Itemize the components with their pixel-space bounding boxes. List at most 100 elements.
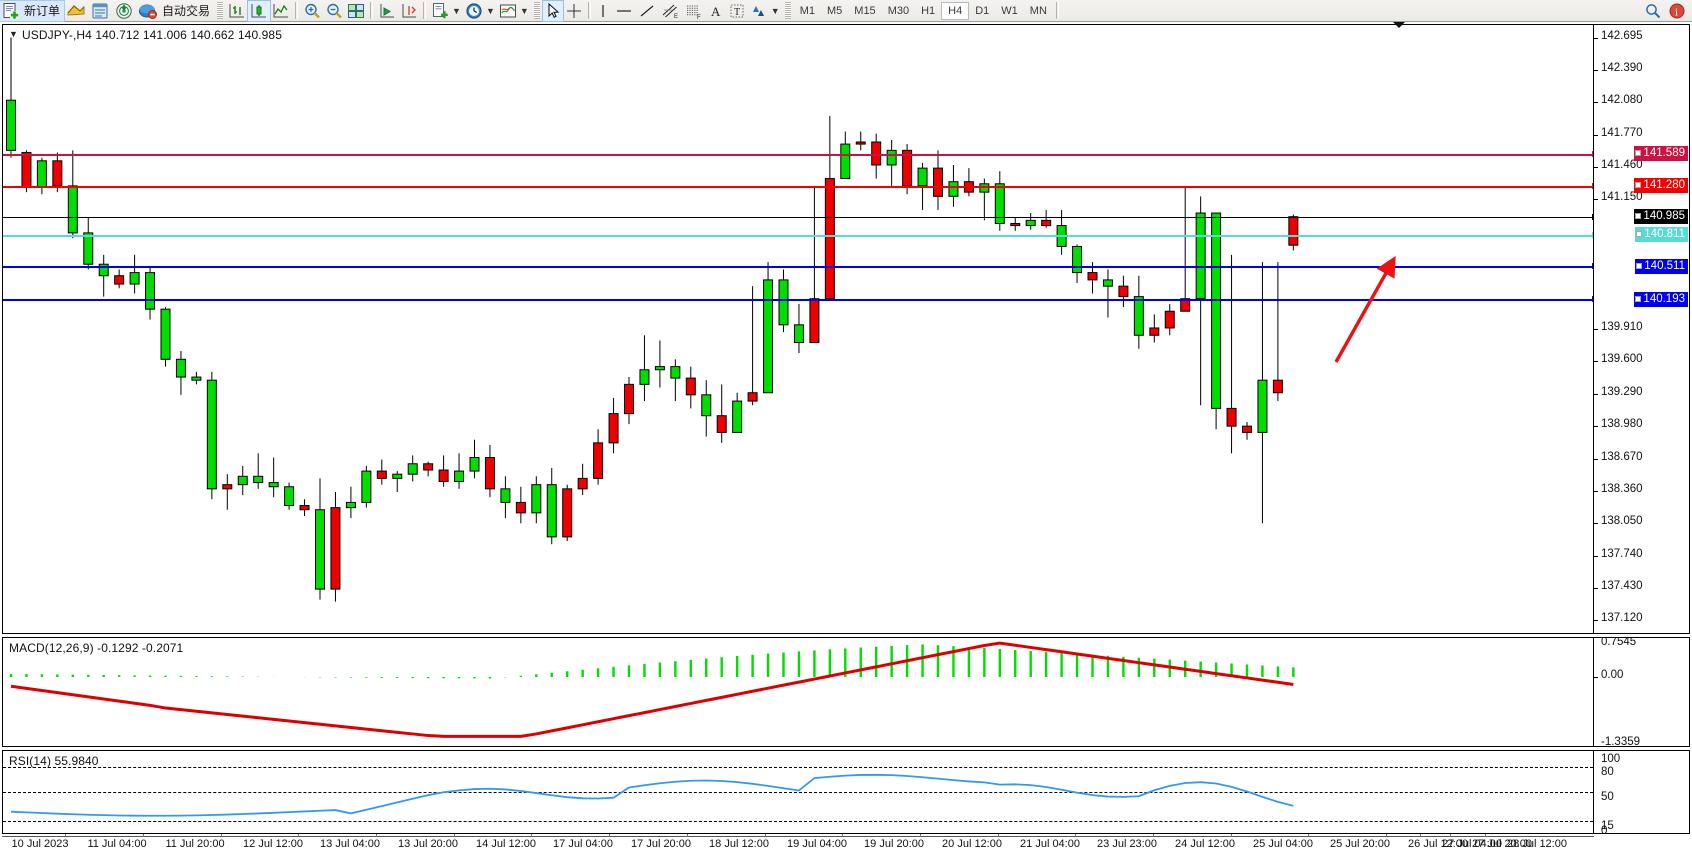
price-label-handle[interactable]	[1635, 150, 1642, 157]
time-axis-label: 19 Jul 04:00	[787, 838, 847, 850]
price-tick-label: 142.390	[1601, 61, 1643, 74]
level-line-stroke	[3, 216, 1593, 218]
svg-text:A: A	[711, 4, 721, 19]
time-axis-label: 21 Jul 04:00	[1020, 838, 1080, 850]
price-label-handle[interactable]	[1636, 231, 1643, 238]
timeframe-d1[interactable]: D1	[975, 4, 990, 17]
rsi-tick-label: 80	[1601, 766, 1614, 779]
zoom-out-button[interactable]	[323, 1, 345, 21]
level-line-handle[interactable]	[1592, 296, 1593, 303]
price-label-current-price[interactable]: 140.985	[1634, 209, 1688, 225]
crosshair-button[interactable]	[563, 1, 585, 21]
navigator-button[interactable]	[112, 1, 136, 21]
macd-svg	[9, 641, 1295, 738]
level-line-stroke	[3, 153, 1593, 156]
zoom-out-icon	[327, 3, 342, 18]
line-chart-button[interactable]	[270, 1, 292, 21]
toolbar-separator-1	[295, 2, 299, 19]
chevron-down-icon[interactable]: ▼	[519, 5, 529, 16]
bullish-arrow[interactable]	[1328, 250, 1448, 370]
rsi-plot[interactable]	[3, 751, 1593, 833]
macd-plot[interactable]	[3, 638, 1593, 746]
price-label-handle[interactable]	[1636, 262, 1643, 269]
timeframe-mn[interactable]: MN	[1029, 4, 1047, 17]
candlestick-chart-icon	[251, 3, 267, 17]
time-axis-tick	[65, 834, 66, 837]
price-label-handle[interactable]	[1635, 295, 1642, 302]
price-label-handle[interactable]	[1635, 182, 1642, 189]
price-plot[interactable]	[3, 25, 1593, 633]
time-axis-label: 18 Jul 12:00	[709, 838, 769, 850]
collapse-caret-icon[interactable]: ▼	[9, 29, 19, 39]
equidistant-channel-icon: E	[662, 4, 678, 20]
timeframe-m5[interactable]: M5	[827, 4, 843, 17]
price-label-support-2[interactable]: 140.193	[1634, 291, 1688, 307]
level-line-handle[interactable]	[1592, 213, 1593, 220]
level-line-handle[interactable]	[1592, 150, 1593, 157]
time-axis-label: 17 Jul 20:00	[631, 838, 691, 850]
chevron-down-icon[interactable]: ▼	[485, 5, 495, 16]
price-label-value: 140.985	[1643, 210, 1685, 223]
rsi-axis[interactable]: 100 80 50 15 0	[1593, 751, 1689, 833]
price-label-resistance-2[interactable]: 141.280	[1634, 178, 1688, 194]
vertical-line-icon	[602, 4, 604, 17]
auto-trading-button[interactable]: 自动交易	[136, 1, 214, 21]
bar-chart-button[interactable]	[226, 1, 248, 21]
toolbar-grip-1[interactable]	[217, 2, 224, 19]
toolbar-grip-2[interactable]	[533, 2, 540, 19]
price-label-support-cyan[interactable]: 140.811	[1635, 227, 1688, 243]
main-toolbar: 新订单	[0, 0, 1692, 22]
price-label-handle[interactable]	[1635, 213, 1642, 220]
price-axis[interactable]: 142.695 142.390 142.080 141.770 141.460 141.1…	[1593, 25, 1689, 633]
level-line-stroke	[3, 266, 1593, 269]
bar-chart-icon	[229, 3, 245, 17]
macd-axis[interactable]: 0.7545 0.00 -1.3359	[1593, 638, 1689, 746]
price-pane: 142.695 142.390 142.080 141.770 141.460 141.1…	[2, 24, 1690, 634]
candlestick-chart-button[interactable]	[247, 0, 272, 22]
tile-windows-button[interactable]	[345, 1, 367, 21]
add-indicator-button[interactable]: ▼	[429, 1, 463, 21]
help-button[interactable]: i	[1666, 1, 1688, 21]
svg-text:E: E	[674, 14, 678, 20]
auto-scroll-button[interactable]	[398, 1, 420, 21]
time-axis[interactable]: 10 Jul 2023 11 Jul 04:00 11 Jul 20:00 12 Ju…	[2, 834, 1594, 850]
toolbar-grip-3[interactable]	[784, 2, 791, 19]
timeframe-m15[interactable]: M15	[854, 4, 876, 17]
timeframe-m1[interactable]: M1	[799, 4, 815, 17]
text-label-button[interactable]: T	[726, 1, 748, 21]
price-label-support-1[interactable]: 140.511	[1635, 258, 1688, 274]
time-axis-label: 19 Jul 20:00	[864, 838, 924, 850]
level-line-handle[interactable]	[1592, 231, 1593, 238]
fibonacci-button[interactable]: F	[682, 1, 706, 21]
toolbar-separator-3	[423, 2, 427, 19]
cursor-button[interactable]	[541, 0, 564, 22]
timeframe-h4[interactable]: H4	[941, 1, 970, 20]
rsi-svg	[10, 773, 1294, 817]
equidistant-channel-button[interactable]: E	[658, 1, 682, 21]
indicators-button[interactable]	[64, 1, 88, 21]
shift-end-button[interactable]	[376, 1, 398, 21]
pane-collapse-caret[interactable]	[1393, 22, 1405, 28]
data-window-button[interactable]	[88, 1, 112, 21]
price-tick-label: 138.050	[1601, 515, 1643, 528]
level-line-handle[interactable]	[1592, 263, 1593, 270]
timeframe-h1[interactable]: H1	[921, 4, 936, 17]
vertical-line-button[interactable]	[594, 1, 612, 21]
timeframe-w1[interactable]: W1	[1001, 4, 1018, 17]
timeframe-m30[interactable]: M30	[887, 4, 910, 17]
horizontal-line-button[interactable]	[612, 1, 636, 21]
chevron-down-icon[interactable]: ▼	[452, 5, 461, 16]
arrows-button[interactable]: ▼	[748, 1, 782, 21]
time-axis-tick	[920, 834, 921, 837]
time-axis-label: 28 Jul 12:00	[1507, 838, 1567, 850]
text-button[interactable]: A	[706, 1, 726, 21]
period-button[interactable]: ▼	[463, 1, 497, 21]
chevron-down-icon[interactable]: ▼	[770, 5, 780, 16]
search-button[interactable]	[1642, 1, 1664, 21]
level-line-handle[interactable]	[1592, 182, 1593, 189]
zoom-in-button[interactable]	[301, 1, 323, 21]
price-label-resistance-1[interactable]: 141.589	[1634, 146, 1688, 162]
trendline-button[interactable]	[636, 1, 658, 21]
new-order-button[interactable]: 新订单	[0, 0, 66, 22]
templates-button[interactable]: ▼	[497, 1, 531, 21]
